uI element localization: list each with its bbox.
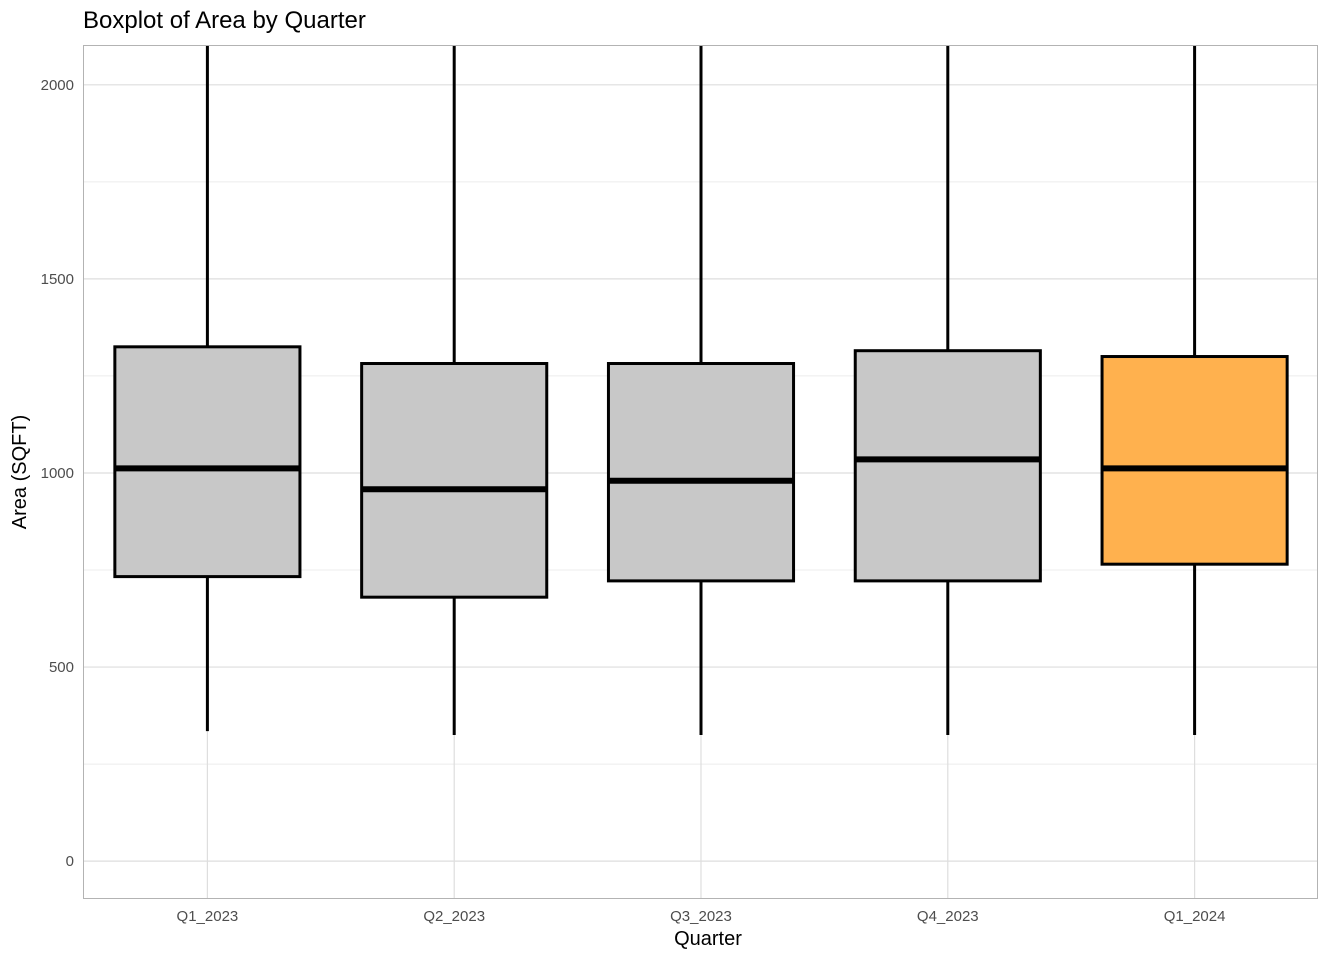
y-tick-label: 1500 xyxy=(41,271,74,288)
y-tick-label: 1000 xyxy=(41,465,74,482)
y-tick-label: 2000 xyxy=(41,77,74,94)
iqr-box xyxy=(853,349,1042,583)
x-tick-label: Q1_2023 xyxy=(177,908,239,925)
box-Q4_2023 xyxy=(853,46,1042,735)
x-axis-title: Quarter xyxy=(674,928,742,950)
iqr-box xyxy=(360,362,549,599)
x-tick-label: Q2_2023 xyxy=(423,908,485,925)
x-axis-ticks: Q1_2023 Q2_2023 Q3_2023 Q4_2023 Q1_2024 xyxy=(177,908,1226,925)
box-Q1_2023 xyxy=(113,46,302,732)
iqr-box xyxy=(606,362,796,583)
iqr-box xyxy=(113,345,302,579)
box-Q3_2023 xyxy=(606,46,796,735)
iqr-box xyxy=(1100,355,1289,566)
chart-title: Boxplot of Area by Quarter xyxy=(83,7,366,34)
box-Q1_2024 xyxy=(1100,46,1289,735)
panel-border xyxy=(83,45,1318,899)
y-axis-ticks: 0 500 1000 1500 2000 xyxy=(41,77,74,870)
box-Q2_2023 xyxy=(360,46,549,735)
y-axis-title: Area (SQFT) xyxy=(9,415,31,529)
x-tick-label: Q1_2024 xyxy=(1164,908,1226,925)
y-tick-label: 0 xyxy=(66,853,74,870)
x-tick-label: Q3_2023 xyxy=(670,908,732,925)
y-tick-label: 500 xyxy=(49,659,74,676)
box-layer xyxy=(113,46,1289,735)
x-tick-label: Q4_2023 xyxy=(917,908,979,925)
